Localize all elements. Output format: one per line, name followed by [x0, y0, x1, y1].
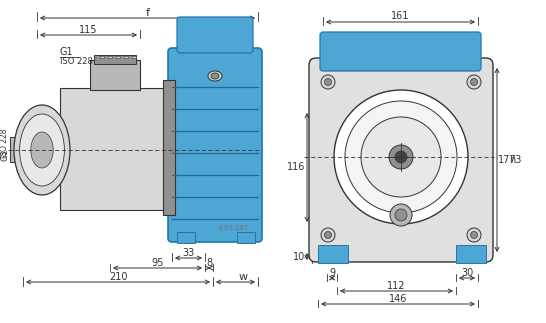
Text: 177: 177 — [498, 155, 517, 165]
FancyBboxPatch shape — [168, 48, 262, 242]
Bar — [456, 245, 486, 263]
Text: ISO 228: ISO 228 — [60, 57, 93, 67]
Bar — [124, 56, 128, 58]
FancyBboxPatch shape — [309, 58, 493, 262]
Bar — [94, 55, 136, 64]
Circle shape — [321, 75, 335, 89]
Circle shape — [361, 117, 441, 197]
Circle shape — [471, 78, 478, 86]
Bar — [237, 232, 255, 243]
Text: G1: G1 — [1, 148, 9, 161]
Text: f: f — [145, 8, 150, 18]
Text: 4.93.281: 4.93.281 — [218, 225, 250, 231]
Ellipse shape — [211, 73, 219, 79]
Text: 8: 8 — [206, 258, 212, 268]
Circle shape — [390, 204, 412, 226]
Text: h3: h3 — [509, 155, 521, 165]
Text: 95: 95 — [151, 258, 164, 268]
Bar — [100, 56, 104, 58]
Circle shape — [389, 145, 413, 169]
Text: 30: 30 — [461, 268, 473, 278]
FancyBboxPatch shape — [177, 17, 253, 53]
Text: 116: 116 — [287, 162, 305, 172]
Circle shape — [324, 232, 331, 238]
Circle shape — [395, 209, 407, 221]
Text: 115: 115 — [79, 25, 98, 35]
FancyBboxPatch shape — [320, 32, 481, 71]
Bar — [60, 88, 175, 210]
Text: 33: 33 — [182, 248, 194, 258]
Bar — [10, 137, 25, 162]
Text: 210: 210 — [109, 272, 127, 282]
Text: w: w — [239, 272, 248, 282]
Circle shape — [471, 232, 478, 238]
Bar — [116, 56, 120, 58]
Circle shape — [467, 75, 481, 89]
Text: 161: 161 — [391, 11, 410, 21]
Bar — [177, 232, 195, 243]
Bar — [108, 56, 112, 58]
Circle shape — [321, 228, 335, 242]
Text: 10: 10 — [293, 252, 305, 262]
Ellipse shape — [31, 132, 53, 168]
Bar — [22, 132, 30, 167]
Text: 112: 112 — [387, 281, 406, 291]
Ellipse shape — [20, 114, 64, 186]
Bar — [90, 60, 140, 90]
Ellipse shape — [14, 105, 70, 195]
Bar — [163, 80, 175, 215]
Circle shape — [324, 78, 331, 86]
Circle shape — [395, 151, 407, 163]
Bar — [132, 56, 136, 58]
Text: 146: 146 — [389, 294, 407, 304]
Bar — [318, 245, 348, 263]
Text: ISO 228: ISO 228 — [1, 129, 9, 158]
Circle shape — [345, 101, 457, 213]
Text: 9: 9 — [329, 268, 335, 278]
Circle shape — [467, 228, 481, 242]
Ellipse shape — [208, 71, 222, 81]
Text: G1: G1 — [60, 47, 74, 57]
Circle shape — [334, 90, 468, 224]
